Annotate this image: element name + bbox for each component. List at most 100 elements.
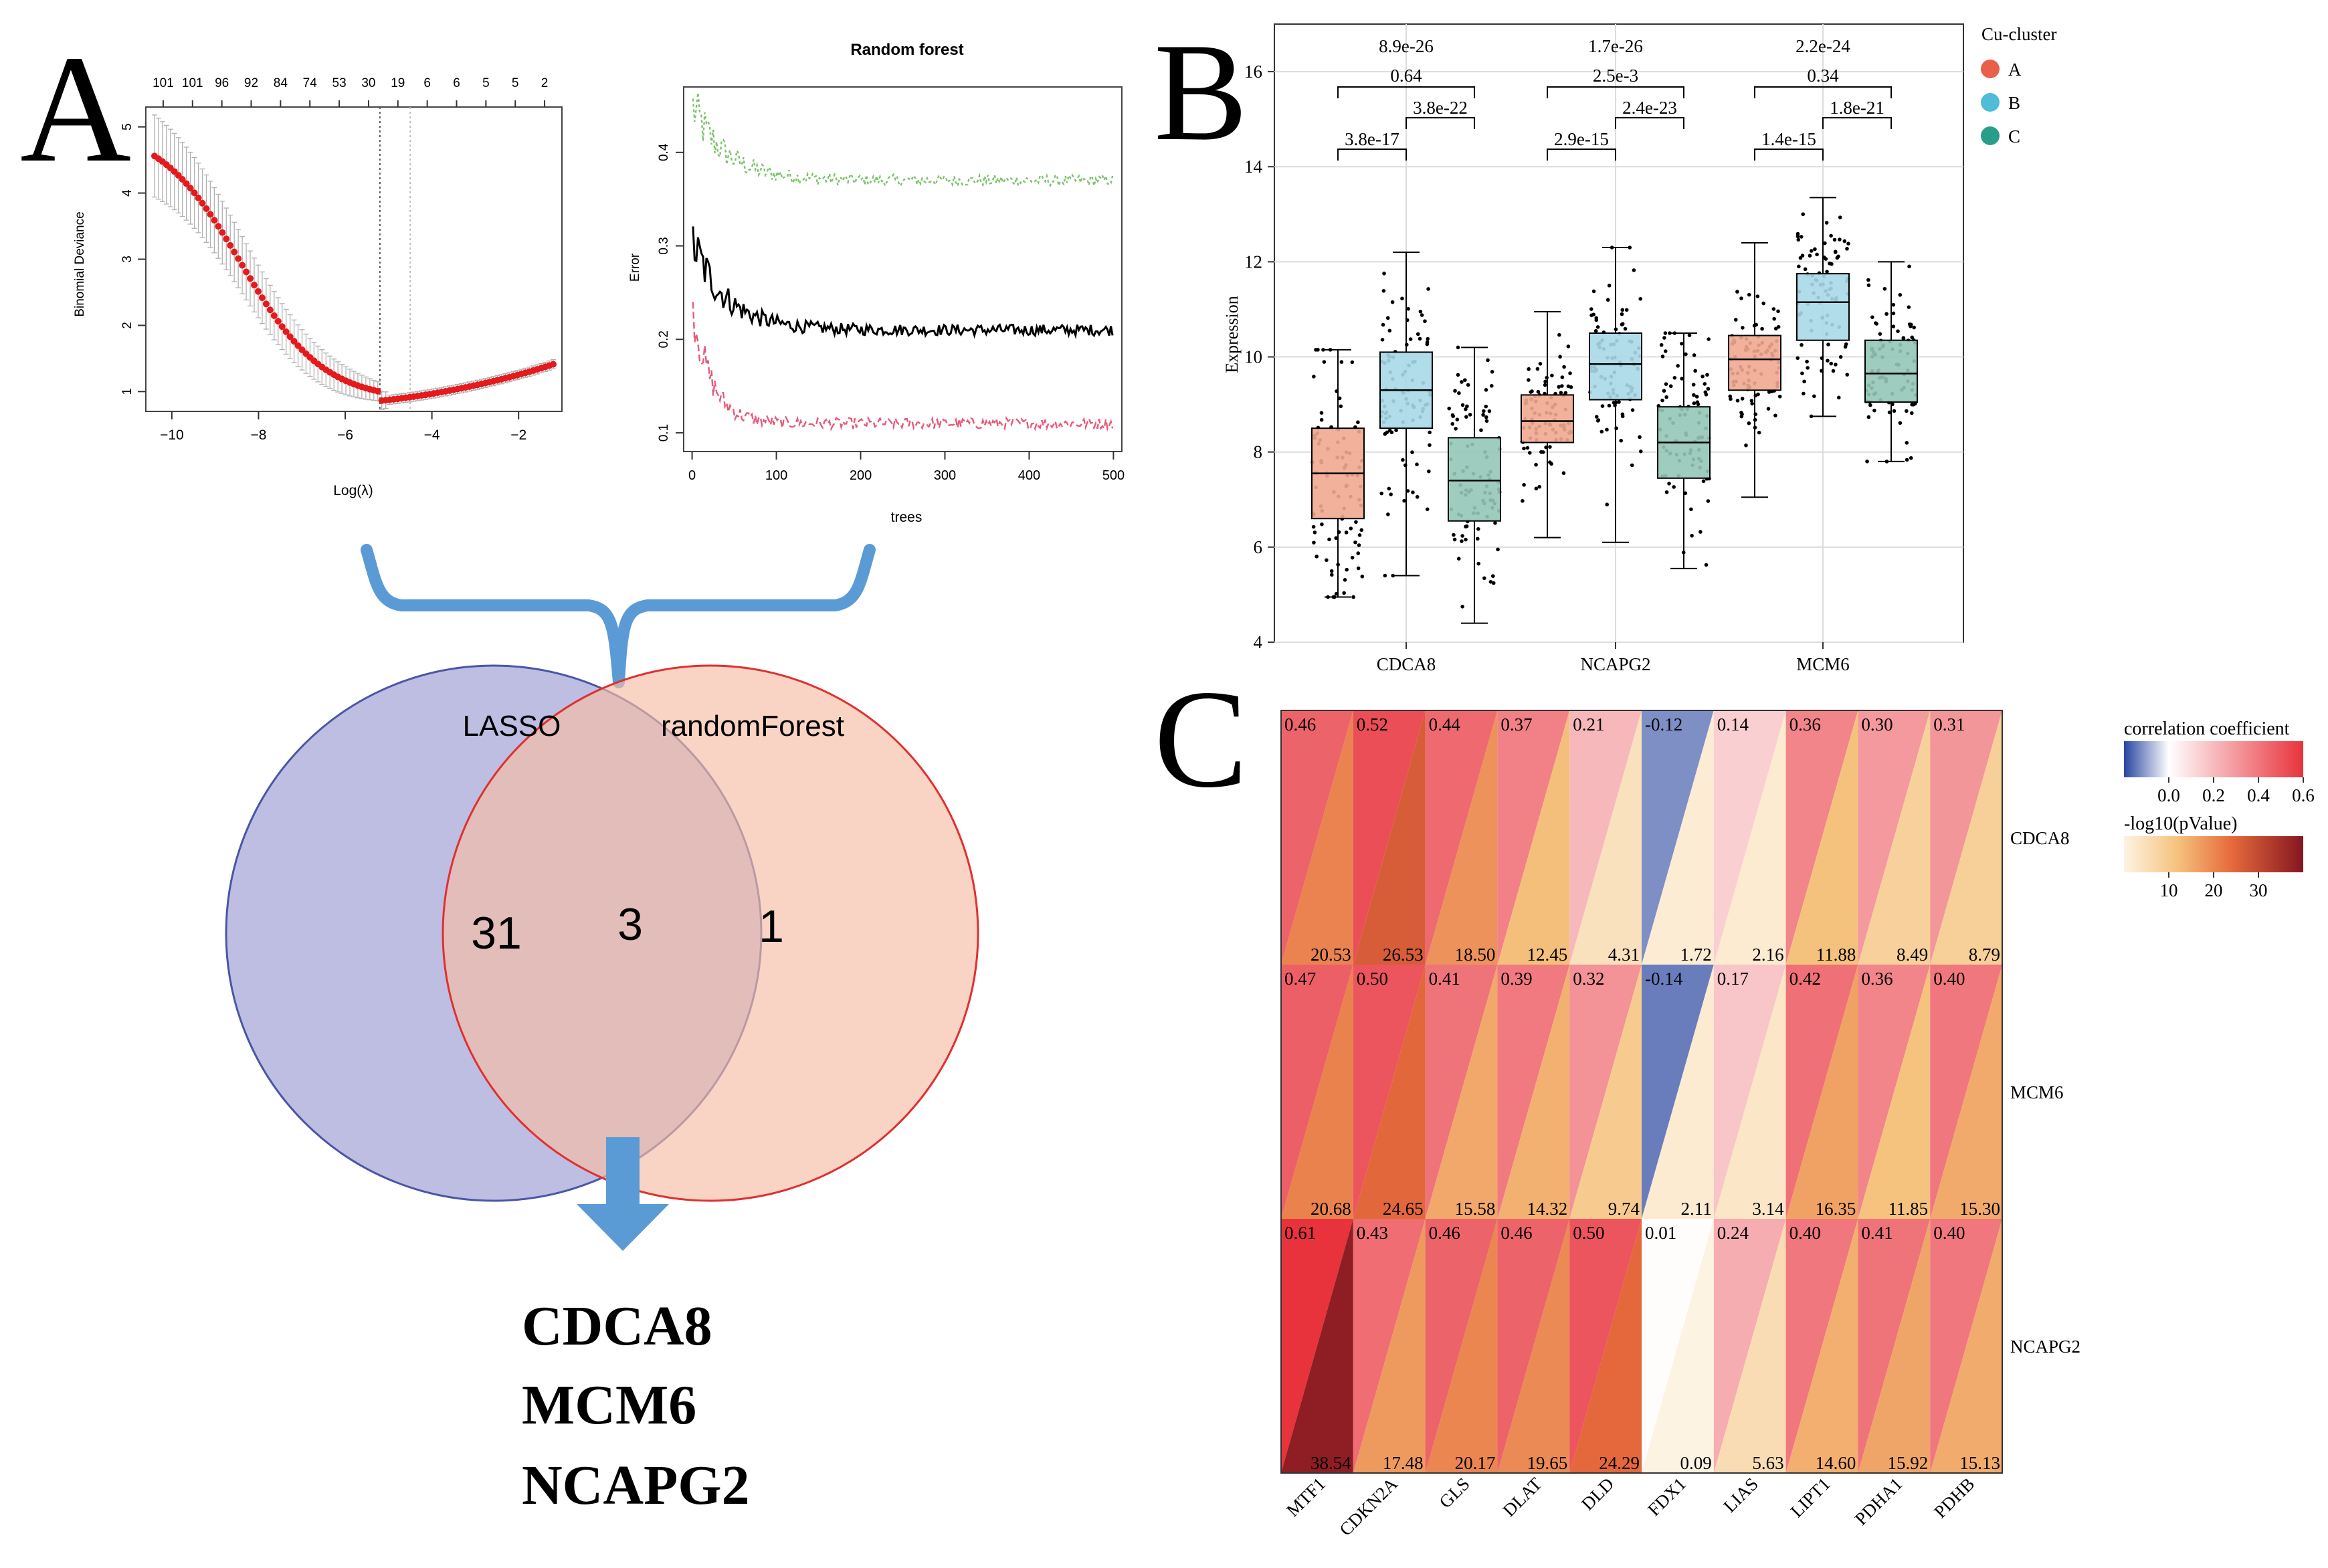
jitter-point [1538, 361, 1543, 366]
p-value-a-c: 2.5e-3 [1593, 66, 1638, 86]
heatmap-corr-value: 0.39 [1500, 969, 1532, 989]
heatmap-corr-triangle [1858, 710, 1931, 965]
lasso-plot: −10 −8 −6 −4 −2 1 2 3 4 5 101 101 96 92 84 74 53 30 19 6 6… [73, 76, 563, 498]
corr-tick-label: 0.0 [2157, 785, 2180, 805]
heatmap-column-label: GLS [1435, 1474, 1473, 1512]
jitter-point [1663, 349, 1668, 353]
heatmap-pvalue-value: 2.16 [1752, 945, 1783, 965]
lasso-y-label: Binomial Deviance [73, 211, 87, 316]
heatmap-column-labels: MTF1 CDKN2A GLS DLAT DLD FDX1 LIAS LIPT1 PDHA1 PD… [1282, 1474, 1978, 1540]
panel-b: B 4 6 8 10 12 14 16 8.9e-26 0.64 3.8e-22 3.8e-17 1… [1154, 15, 2056, 674]
jitter-point [1757, 430, 1761, 435]
heatmap-pvalue-triangle [1353, 1219, 1426, 1473]
boxplot-legend: Cu-cluster ABC [1981, 24, 2056, 146]
panel-letter-c: C [1154, 662, 1248, 817]
jitter-point [1450, 413, 1455, 417]
jitter-point [1491, 581, 1496, 585]
lasso-cv-point [243, 268, 250, 276]
lasso-x-axis: −10 −8 −6 −4 −2 [160, 411, 526, 443]
jitter-point [1353, 540, 1357, 545]
heatmap-pvalue-value: 15.13 [1959, 1453, 2000, 1473]
jitter-point [1905, 458, 1909, 462]
jitter-point [1664, 382, 1668, 386]
jitter-point [1660, 398, 1664, 403]
heatmap-corr-value: 0.32 [1573, 969, 1604, 989]
jitter-point [1415, 495, 1420, 499]
bracket-a-b [1547, 149, 1616, 161]
jitter-point [1325, 558, 1329, 563]
jitter-point [1872, 408, 1876, 413]
boxplot-x-axis: CDCA8 NCAPG2 MCM6 [1377, 642, 1850, 674]
jitter-point [1479, 428, 1483, 432]
jitter-point [1594, 415, 1599, 419]
jitter-point [1411, 490, 1415, 494]
jitter-point [1312, 375, 1316, 379]
heatmap-corr-triangle [1353, 710, 1426, 965]
jitter-point [1456, 373, 1460, 377]
p-value-overall: 1.7e-26 [1588, 36, 1643, 56]
jitter-point [1460, 539, 1464, 543]
jitter-point [1447, 406, 1452, 411]
lasso-x-label: Log(λ) [333, 483, 373, 498]
corr-legend-title: correlation coefficient [2124, 718, 2290, 739]
jitter-point [1824, 221, 1829, 225]
lasso-top-tick-label: 53 [332, 76, 347, 90]
merge-brace [361, 544, 876, 688]
box-B [1589, 332, 1642, 401]
jitter-point [1487, 409, 1492, 413]
heatmap-pvalue-triangle [1930, 710, 2002, 965]
jitter-point [1521, 499, 1525, 503]
heatmap-pvalue-triangle [1569, 710, 1642, 965]
jitter-point [1522, 483, 1526, 487]
legend-swatch-B [1981, 93, 2000, 112]
jitter-point [1356, 566, 1361, 571]
lasso-cv-point [199, 199, 206, 207]
jitter-point [1418, 336, 1422, 341]
y-tick-label: 12 [1244, 252, 1262, 272]
jitter-point [1557, 332, 1561, 337]
jitter-point [1638, 435, 1642, 439]
rf-y-axis: 0.1 0.2 0.3 0.4 [657, 143, 684, 442]
jitter-point [1733, 318, 1738, 322]
jitter-point [1493, 521, 1497, 525]
jitter-point [1460, 534, 1464, 538]
lasso-cv-point [270, 312, 278, 319]
jitter-point [1801, 212, 1806, 217]
jitter-point [1420, 313, 1424, 317]
lasso-cv-point [286, 333, 294, 340]
jitter-point [1692, 401, 1696, 405]
heatmap-pvalue-triangle [1569, 1219, 1642, 1473]
jitter-point [1676, 364, 1680, 368]
jitter-point [1389, 492, 1393, 496]
lasso-top-tick-label: 101 [182, 76, 203, 90]
jitter-point [1772, 316, 1776, 321]
jitter-point [1591, 289, 1596, 294]
lasso-y-tick-label: 4 [120, 189, 134, 197]
jitter-point [1740, 397, 1745, 401]
jitter-point [1624, 308, 1629, 312]
p-value-a-b: 3.8e-17 [1345, 129, 1399, 149]
lasso-cv-point [258, 294, 266, 302]
jitter-point [1910, 335, 1915, 340]
jitter-point [1699, 530, 1703, 534]
heatmap-corr-value: 0.41 [1429, 969, 1460, 989]
heatmap-pvalue-value: 19.65 [1527, 1453, 1567, 1473]
jitter-point [1405, 489, 1410, 493]
heatmap-pvalue-triangle [1281, 710, 1353, 965]
heatmap-corr-triangle [1497, 965, 1570, 1219]
venn-randomforest-only-count: 1 [759, 901, 784, 952]
jitter-point [1823, 241, 1827, 246]
bracket-a-c [1337, 86, 1475, 98]
legend-swatch-C [1981, 126, 2000, 145]
jitter-point [1659, 342, 1664, 347]
jitter-point [1410, 450, 1414, 454]
jitter-point [1382, 272, 1386, 276]
heatmap-corr-value: 0.24 [1717, 1223, 1749, 1243]
heatmap-column-label: LIAS [1719, 1474, 1762, 1516]
heatmap-corr-triangle [1713, 710, 1786, 965]
jitter-point [1705, 373, 1709, 377]
jitter-point [1600, 404, 1605, 408]
boxplot-y-label: Expression [1222, 296, 1242, 373]
heatmap-pvalue-triangle [1353, 710, 1426, 965]
jitter-point [1486, 358, 1490, 363]
